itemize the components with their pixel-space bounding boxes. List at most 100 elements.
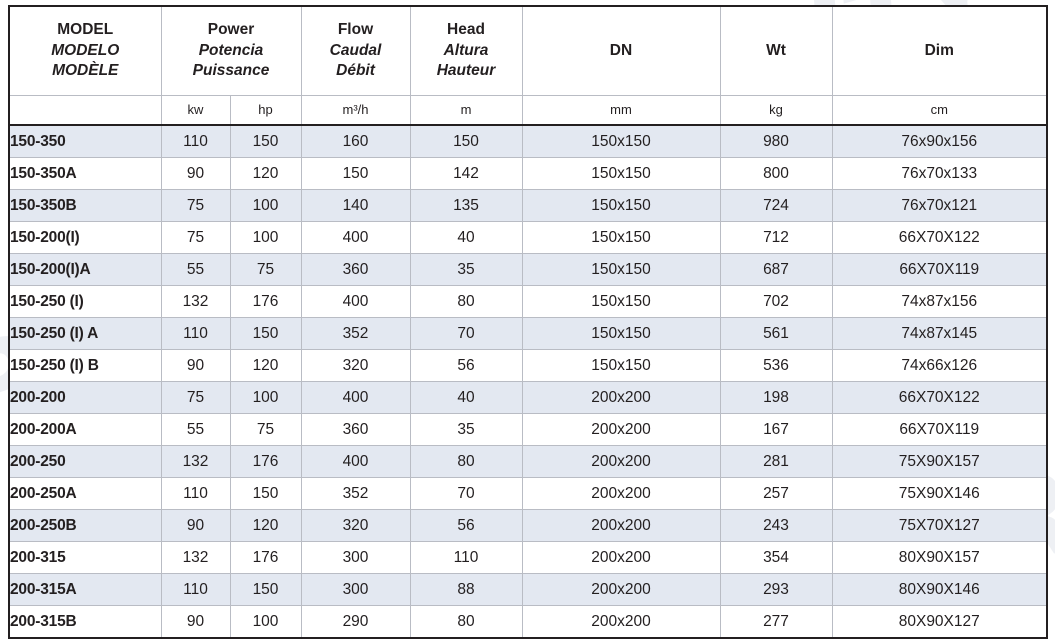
table-row: 200-250A 110 150 352 70 200x200 257 75X90X146 bbox=[8, 477, 1048, 510]
unit-dim: cm bbox=[831, 95, 1048, 126]
cell-dim: 76x90x156 bbox=[831, 124, 1048, 158]
cell-dn: 150x150 bbox=[521, 317, 721, 350]
cell-dn: 200x200 bbox=[521, 573, 721, 606]
cell-head: 35 bbox=[409, 253, 523, 286]
cell-hp: 100 bbox=[229, 221, 302, 254]
unit-model bbox=[8, 95, 162, 126]
cell-kw: 110 bbox=[160, 573, 231, 606]
cell-kw: 90 bbox=[160, 509, 231, 542]
cell-flow: 150 bbox=[300, 157, 411, 190]
unit-hp: hp bbox=[229, 95, 302, 126]
cell-model: 150-350 bbox=[8, 124, 162, 158]
table-row: 150-250 (I) B 90 120 320 56 150x150 536 74x66x1… bbox=[8, 349, 1048, 382]
cell-wt: 800 bbox=[719, 157, 833, 190]
cell-model: 200-200A bbox=[8, 413, 162, 446]
cell-kw: 110 bbox=[160, 124, 231, 158]
table-row: 200-250 132 176 400 80 200x200 281 75X90X157 bbox=[8, 445, 1048, 478]
header-flow-en: Flow bbox=[337, 21, 374, 39]
table-row: 150-350B 75 100 140 135 150x150 724 76x70x121 bbox=[8, 189, 1048, 222]
cell-kw: 75 bbox=[160, 381, 231, 414]
cell-dn: 150x150 bbox=[521, 253, 721, 286]
cell-wt: 277 bbox=[719, 605, 833, 639]
header-head-fr: Hauteur bbox=[436, 62, 496, 80]
table-row: 200-315B 90 100 290 80 200x200 277 80X90X127 bbox=[8, 605, 1048, 639]
cell-hp: 120 bbox=[229, 157, 302, 190]
unit-wt: kg bbox=[719, 95, 833, 126]
header-title-row: MODEL MODELO MODÈLE Power Potencia Puiss… bbox=[8, 5, 1048, 96]
cell-hp: 176 bbox=[229, 285, 302, 318]
cell-kw: 55 bbox=[160, 413, 231, 446]
cell-dim: 80X90X127 bbox=[831, 605, 1048, 639]
cell-kw: 132 bbox=[160, 445, 231, 478]
cell-dim: 75X90X157 bbox=[831, 445, 1048, 478]
cell-dim: 75X90X146 bbox=[831, 477, 1048, 510]
header-flow-es: Caudal bbox=[329, 41, 382, 59]
cell-hp: 100 bbox=[229, 381, 302, 414]
column-header-model: MODEL MODELO MODÈLE bbox=[8, 5, 162, 96]
cell-model: 200-315 bbox=[8, 541, 162, 574]
cell-head: 142 bbox=[409, 157, 523, 190]
cell-head: 135 bbox=[409, 189, 523, 222]
cell-flow: 320 bbox=[300, 349, 411, 382]
cell-kw: 90 bbox=[160, 605, 231, 639]
cell-head: 35 bbox=[409, 413, 523, 446]
header-power-fr: Puissance bbox=[192, 62, 270, 80]
cell-wt: 257 bbox=[719, 477, 833, 510]
cell-flow: 360 bbox=[300, 413, 411, 446]
cell-dn: 150x150 bbox=[521, 221, 721, 254]
table-row: 150-350A 90 120 150 142 150x150 800 76x70x133 bbox=[8, 157, 1048, 190]
header-flow-fr: Débit bbox=[336, 62, 375, 80]
cell-head: 40 bbox=[409, 221, 523, 254]
cell-dim: 74x87x156 bbox=[831, 285, 1048, 318]
cell-dim: 66X70X119 bbox=[831, 253, 1048, 286]
cell-dn: 200x200 bbox=[521, 509, 721, 542]
column-header-head: Head Altura Hauteur bbox=[409, 5, 523, 96]
unit-flow: m³/h bbox=[300, 95, 411, 126]
table-row: 200-315A 110 150 300 88 200x200 293 80X90X146 bbox=[8, 573, 1048, 606]
cell-dim: 80X90X146 bbox=[831, 573, 1048, 606]
table-row: 150-250 (I) 132 176 400 80 150x150 702 74x87x15… bbox=[8, 285, 1048, 318]
cell-flow: 320 bbox=[300, 509, 411, 542]
header-dn-en: DN bbox=[609, 41, 633, 59]
cell-kw: 132 bbox=[160, 285, 231, 318]
table-row: 150-200(I) 75 100 400 40 150x150 712 66X70X122 bbox=[8, 221, 1048, 254]
cell-flow: 352 bbox=[300, 317, 411, 350]
cell-wt: 293 bbox=[719, 573, 833, 606]
table-header: MODEL MODELO MODÈLE Power Potencia Puiss… bbox=[8, 5, 1048, 126]
cell-model: 200-250B bbox=[8, 509, 162, 542]
cell-hp: 100 bbox=[229, 189, 302, 222]
column-header-flow: Flow Caudal Débit bbox=[300, 5, 411, 96]
header-power-en: Power bbox=[207, 21, 255, 39]
cell-kw: 132 bbox=[160, 541, 231, 574]
cell-hp: 120 bbox=[229, 349, 302, 382]
cell-flow: 400 bbox=[300, 381, 411, 414]
cell-head: 88 bbox=[409, 573, 523, 606]
cell-wt: 561 bbox=[719, 317, 833, 350]
cell-flow: 400 bbox=[300, 221, 411, 254]
cell-flow: 400 bbox=[300, 445, 411, 478]
cell-dn: 200x200 bbox=[521, 541, 721, 574]
cell-hp: 100 bbox=[229, 605, 302, 639]
cell-hp: 176 bbox=[229, 541, 302, 574]
cell-wt: 687 bbox=[719, 253, 833, 286]
header-dim-en: Dim bbox=[924, 41, 954, 59]
cell-model: 150-350A bbox=[8, 157, 162, 190]
cell-wt: 712 bbox=[719, 221, 833, 254]
pump-specification-table: MODEL MODELO MODÈLE Power Potencia Puiss… bbox=[8, 5, 1048, 639]
cell-dn: 150x150 bbox=[521, 285, 721, 318]
column-header-power: Power Potencia Puissance bbox=[160, 5, 302, 96]
cell-head: 150 bbox=[409, 124, 523, 158]
cell-flow: 160 bbox=[300, 124, 411, 158]
cell-dn: 150x150 bbox=[521, 349, 721, 382]
cell-model: 150-200(I)A bbox=[8, 253, 162, 286]
cell-head: 80 bbox=[409, 605, 523, 639]
cell-hp: 150 bbox=[229, 477, 302, 510]
cell-dim: 75X70X127 bbox=[831, 509, 1048, 542]
spec-table-container: MODEL MODELO MODÈLE Power Potencia Puiss… bbox=[8, 5, 1048, 639]
cell-dn: 200x200 bbox=[521, 445, 721, 478]
cell-model: 200-250 bbox=[8, 445, 162, 478]
cell-head: 80 bbox=[409, 285, 523, 318]
cell-kw: 90 bbox=[160, 349, 231, 382]
table-row: 200-315 132 176 300 110 200x200 354 80X90X157 bbox=[8, 541, 1048, 574]
unit-head: m bbox=[409, 95, 523, 126]
